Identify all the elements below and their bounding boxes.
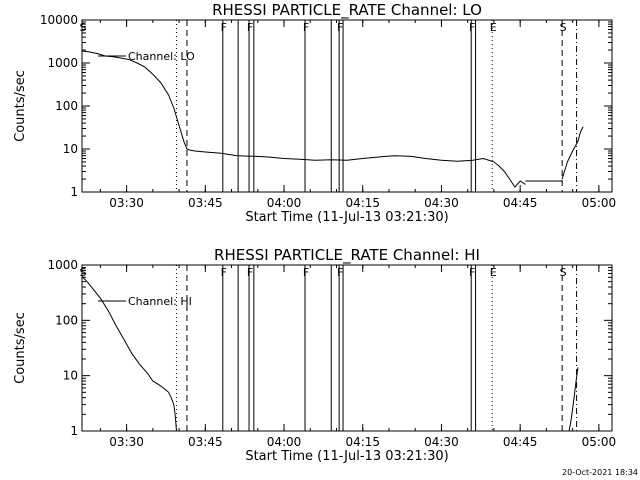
x-tick-label: 04:00	[267, 435, 302, 449]
event-marker-label: S	[80, 21, 87, 34]
event-marker-label: F	[247, 266, 253, 279]
event-marker-label: F	[221, 266, 227, 279]
x-tick-label: 04:45	[503, 435, 538, 449]
event-marker-label: S	[560, 21, 567, 34]
event-marker-label: E	[490, 266, 497, 279]
y-axis-label: Counts/sec	[13, 312, 28, 384]
event-marker-label: F	[337, 266, 343, 279]
event-marker-label: F	[337, 21, 343, 34]
chart-panel-1: S F F F F F E S 03:30 03:45 04:00 04:15 04:30 04:45 05…	[13, 1, 616, 225]
x-tick-label: 04:45	[503, 196, 538, 210]
x-axis-label: Start Time (11-Jul-13 03:21:30)	[245, 210, 448, 225]
event-marker-label: F	[303, 21, 309, 34]
y-tick-label: 100	[55, 99, 78, 113]
x-tick-label: 05:00	[582, 435, 617, 449]
x-tick-label: 05:00	[582, 196, 617, 210]
y-tick-label: 100	[55, 313, 78, 327]
timestamp-stamp: 20-Oct-2021 18:34	[562, 468, 638, 477]
y-tick-label: 1	[70, 185, 78, 199]
series-line-segment	[561, 126, 584, 180]
chart-panel-2: S F F F F F E S 03:30 03:45 04:00 04:15 04:30 04:45 05…	[13, 246, 616, 464]
x-tick-label: 03:45	[188, 435, 223, 449]
y-tick-label: 1000	[47, 258, 78, 272]
x-tick-label: 03:30	[109, 435, 144, 449]
event-marker-label: S	[80, 266, 87, 279]
series-line-segment	[81, 276, 177, 432]
y-tick-label: 10000	[40, 13, 78, 27]
chart-title: RHESSI PARTICLE_RATE Channel: LO	[212, 1, 482, 20]
y-axis-label: Counts/sec	[13, 70, 28, 142]
chart-panels: S F F F F F E S 03:30 03:45 04:00 04:15 04:30 04:45 05…	[13, 1, 616, 464]
x-tick-label: 04:30	[424, 435, 459, 449]
event-marker-label: E	[490, 21, 497, 34]
event-marker-label: F	[247, 21, 253, 34]
chart-title: RHESSI PARTICLE_RATE Channel: HI	[214, 246, 480, 265]
x-tick-label: 04:15	[345, 435, 380, 449]
y-tick-label: 1000	[47, 56, 78, 70]
y-tick-label: 1	[70, 424, 78, 438]
x-axis-label: Start Time (11-Jul-13 03:21:30)	[245, 449, 448, 464]
event-marker-label: F	[303, 266, 309, 279]
y-tick-label: 10	[63, 369, 78, 383]
series-line-segment	[81, 50, 526, 188]
x-tick-label: 04:30	[424, 196, 459, 210]
event-marker-label: F	[221, 21, 227, 34]
series-line-segment	[568, 367, 579, 432]
event-marker-label: F	[469, 21, 475, 34]
x-tick-label: 04:15	[345, 196, 380, 210]
x-tick-label: 04:00	[267, 196, 302, 210]
legend-label: Channel: HI	[128, 295, 192, 308]
x-tick-label: 03:45	[188, 196, 223, 210]
event-marker-label: S	[560, 266, 567, 279]
plot-frame	[81, 264, 613, 432]
x-tick-label: 03:30	[109, 196, 144, 210]
legend-label: Channel: LO	[128, 50, 195, 63]
event-marker-label: F	[469, 266, 475, 279]
y-tick-label: 10	[63, 142, 78, 156]
